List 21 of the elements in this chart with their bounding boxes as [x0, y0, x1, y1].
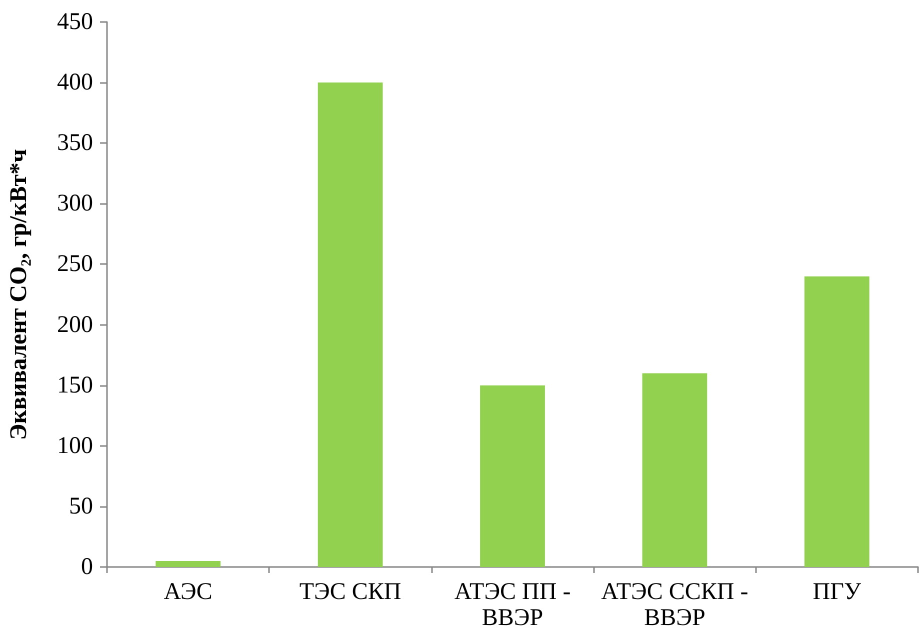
y-axis-title: Эквивалент CO₂, гр/кВт*ч: [6, 148, 32, 440]
y-tick-label: 350: [57, 130, 93, 156]
bar: [318, 82, 383, 567]
y-tick-label: 250: [57, 251, 93, 278]
y-tick-label: 150: [57, 372, 93, 398]
x-tick-label: ПГУ: [812, 579, 862, 605]
y-tick-label: 450: [57, 9, 93, 35]
y-tick-label: 50: [69, 493, 93, 520]
x-tick-label: ТЭС СКП: [299, 579, 402, 605]
y-tick-label: 0: [81, 554, 93, 580]
y-tick-label: 400: [57, 70, 93, 96]
bar: [642, 373, 708, 567]
x-tick-label: АЭС: [164, 579, 212, 605]
bar: [804, 276, 870, 567]
y-tick-label: 200: [57, 312, 93, 338]
bar: [156, 560, 221, 567]
x-tick-label: АТЭС ССКП - ВВЭР: [601, 579, 748, 631]
y-tick-label: 300: [57, 190, 93, 217]
y-tick-label: 100: [57, 432, 93, 459]
bar: [480, 385, 545, 567]
x-tick-label: АТЭС ПП - ВВЭР: [454, 579, 571, 631]
